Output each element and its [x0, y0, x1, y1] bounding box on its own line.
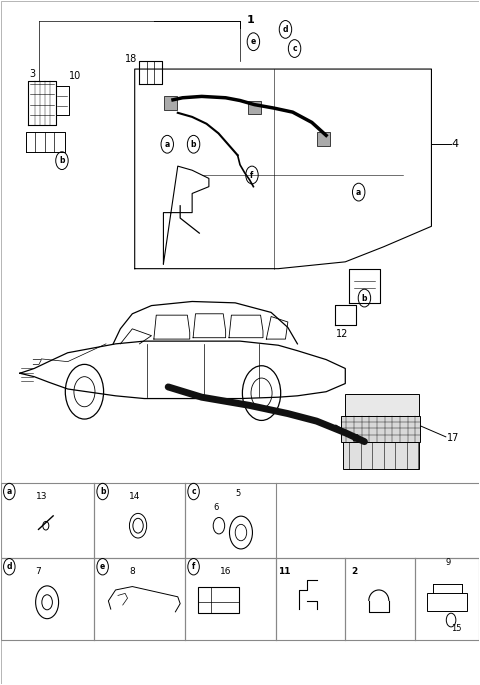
Text: b: b	[59, 156, 65, 165]
Text: e: e	[251, 37, 256, 46]
Text: 17: 17	[447, 433, 459, 443]
Text: e: e	[100, 562, 105, 571]
Text: 2: 2	[351, 566, 357, 575]
Text: 14: 14	[129, 492, 140, 501]
Text: d: d	[283, 25, 288, 34]
Text: 10: 10	[69, 71, 81, 82]
Text: 1: 1	[247, 15, 255, 25]
Bar	[164, 97, 177, 110]
Bar	[345, 395, 420, 416]
Text: 4: 4	[452, 139, 459, 149]
Text: a: a	[165, 140, 170, 149]
Text: 13: 13	[36, 492, 47, 501]
Text: 7: 7	[36, 566, 41, 575]
Text: a: a	[356, 188, 361, 197]
Text: c: c	[191, 487, 196, 496]
Text: 3: 3	[29, 68, 36, 79]
Bar	[317, 132, 330, 146]
Bar	[248, 101, 261, 114]
Text: b: b	[362, 294, 367, 303]
Text: 6: 6	[214, 503, 219, 512]
Bar	[341, 416, 420, 442]
Text: 18: 18	[125, 55, 138, 64]
Text: 8: 8	[129, 566, 135, 575]
Bar	[198, 586, 239, 612]
Text: 12: 12	[336, 329, 348, 339]
Bar	[343, 442, 420, 469]
Text: a: a	[7, 487, 12, 496]
Text: 9: 9	[445, 558, 451, 566]
Text: f: f	[250, 171, 253, 179]
Text: 5: 5	[235, 489, 240, 499]
Text: f: f	[192, 562, 195, 571]
Text: 15: 15	[452, 624, 462, 633]
Bar	[427, 593, 468, 611]
Text: 16: 16	[220, 566, 231, 575]
Text: 11: 11	[278, 566, 291, 575]
Text: d: d	[7, 562, 12, 571]
Text: b: b	[191, 140, 196, 149]
Text: c: c	[292, 44, 297, 53]
Text: b: b	[100, 487, 106, 496]
